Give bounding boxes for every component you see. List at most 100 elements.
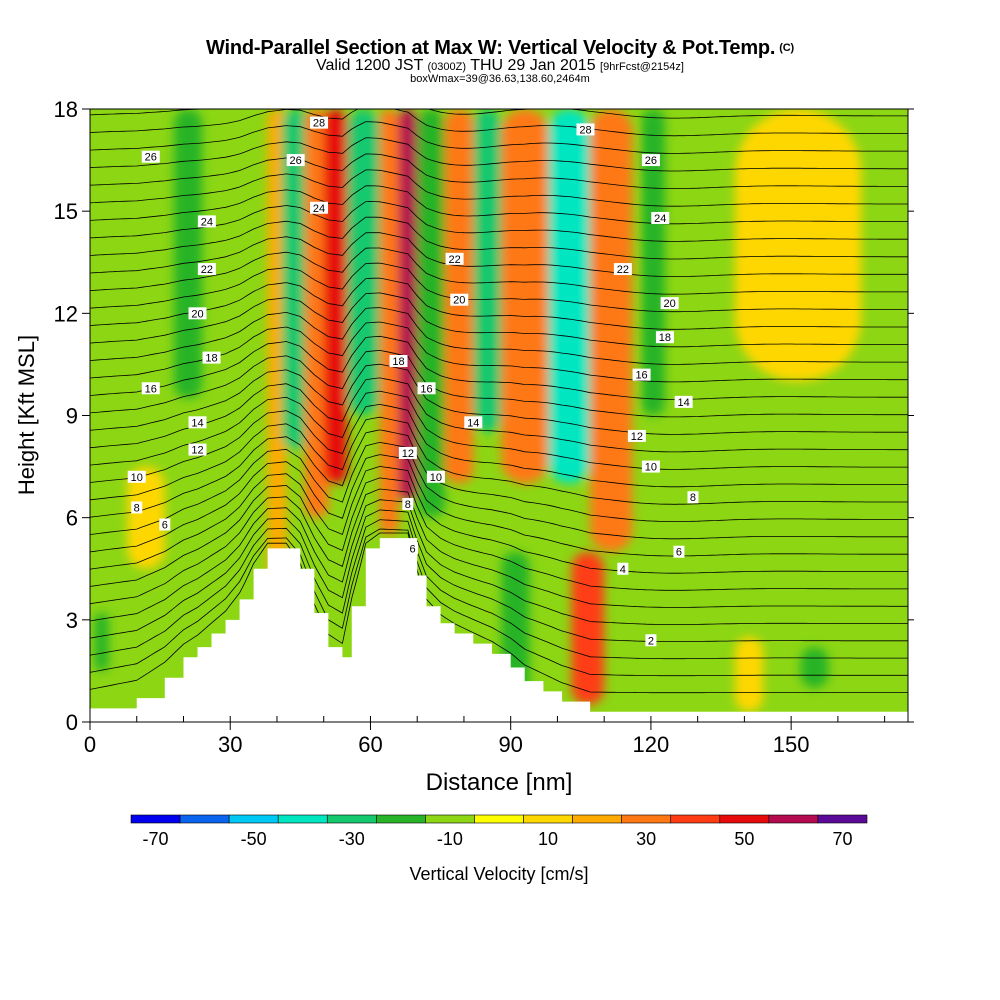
theta-label-bg (687, 491, 699, 504)
y-tick-label: 0 (66, 710, 78, 735)
theta-label: 22 (448, 254, 460, 266)
theta-contour-line (90, 429, 908, 522)
colorbar-tick-label: -10 (437, 829, 463, 849)
terrain-layer (90, 538, 908, 722)
velocity-band (800, 647, 829, 688)
x-tick-label: 60 (358, 732, 382, 757)
theta-label-bg (641, 154, 660, 167)
theta-contour-line (90, 363, 908, 435)
theta-contour-line (90, 169, 908, 207)
y-tick-label: 6 (66, 506, 78, 531)
theta-label-bg (407, 542, 419, 555)
valid-prefix: Valid 1200 JST (316, 57, 424, 74)
valid-time-line: Valid 1200 JST (0300Z) THU 29 Jan 2015 [… (0, 58, 1000, 75)
velocity-band (590, 109, 633, 552)
x-axis: 0 30 60 90 120 150 (84, 716, 886, 757)
theta-contour-line (90, 499, 908, 626)
theta-contour-line (90, 137, 908, 172)
theta-label-bg (141, 150, 160, 163)
colorbar-tick-label: -70 (143, 829, 169, 849)
theta-label-bg (632, 368, 651, 381)
colorbar-swatch (670, 814, 721, 824)
colorbar-swatch (425, 814, 475, 824)
colorbar-swatch (768, 814, 819, 824)
theta-label-bg (310, 116, 329, 129)
y-tick-label: 18 (54, 97, 78, 122)
theta-contour-line (90, 73, 908, 101)
theta-contour-line (90, 201, 908, 242)
velocity-band (571, 551, 605, 705)
colorbar-swatch (817, 814, 868, 824)
x-tick-label: 150 (773, 732, 810, 757)
colorbar-tick-label: 50 (734, 829, 754, 849)
theta-contour-line (90, 441, 908, 540)
theta-label: 26 (645, 155, 657, 167)
theta-label: 6 (409, 543, 415, 555)
velocity-band (417, 109, 446, 518)
valid-date: THU 29 Jan 2015 (470, 57, 596, 74)
box-info: boxWmax=39@36.63,138.60,2464m (410, 73, 590, 85)
velocity-bands (94, 109, 862, 712)
theta-contour-line (90, 349, 908, 418)
theta-contour-line (90, 247, 908, 295)
x-tick-label: 120 (633, 732, 670, 757)
velocity-band (735, 109, 862, 382)
theta-contour-line (90, 390, 908, 470)
theta-contour-line (90, 292, 908, 348)
theta-label-bg (141, 382, 160, 395)
theta-label: 8 (690, 492, 696, 504)
theta-label: 20 (191, 308, 203, 320)
theta-label: 14 (467, 417, 479, 429)
theta-contour-line (90, 488, 908, 608)
theta-label: 2 (648, 635, 654, 647)
theta-label-bg (641, 460, 660, 473)
theta-contour-line (90, 109, 908, 119)
colorbar-swatch (474, 814, 524, 824)
theta-label: 18 (205, 353, 217, 365)
theta-label: 12 (631, 431, 643, 443)
theta-label: 22 (201, 264, 213, 276)
y-tick-label: 9 (66, 404, 78, 429)
colorbar-swatch (277, 814, 328, 824)
theta-contour-line (90, 519, 908, 660)
y-tick-label: 12 (54, 301, 78, 326)
velocity-band (379, 109, 399, 535)
chart-title-block: Wind-Parallel Section at Max W: Vertical… (0, 36, 1000, 85)
theta-label: 22 (617, 264, 629, 276)
velocity-band (174, 109, 203, 399)
theta-contour-line (90, 262, 908, 313)
theta-contour-line (90, 109, 908, 137)
y-tick-label: 15 (54, 199, 78, 224)
theta-label: 14 (678, 397, 690, 409)
theta-label: 20 (453, 295, 465, 307)
theta-contours (90, 73, 908, 694)
velocity-band (281, 109, 310, 450)
theta-label: 26 (290, 155, 302, 167)
copyright-mark: (C) (779, 42, 794, 54)
theta-label: 20 (663, 298, 675, 310)
velocity-band (127, 466, 165, 569)
chart-title: Wind-Parallel Section at Max W: Vertical… (0, 36, 1000, 60)
theta-label-bg (617, 562, 629, 575)
theta-label-bg (202, 351, 221, 364)
velocity-band (548, 109, 591, 484)
theta-label-bg (673, 545, 685, 558)
theta-label: 16 (635, 370, 647, 382)
theta-contour-labels: 2624222018161412108628262422201816141210… (127, 116, 699, 647)
x-axis-label: Distance [nm] (426, 769, 573, 796)
theta-label: 24 (313, 203, 325, 215)
colorbar-tick-label: 10 (538, 829, 558, 849)
theta-label: 10 (131, 472, 143, 484)
velocity-band (735, 636, 764, 712)
colorbar-swatch (572, 814, 622, 824)
colorbar-swatch (326, 814, 377, 824)
theta-label-bg (417, 382, 436, 395)
theta-label-bg (576, 123, 595, 136)
theta-contour-line (90, 416, 908, 505)
theta-contour-line (90, 185, 908, 225)
colorbar-tick-label: 70 (832, 829, 852, 849)
y-tick-label: 3 (66, 608, 78, 633)
velocity-band (501, 109, 549, 484)
theta-label-bg (645, 634, 657, 647)
